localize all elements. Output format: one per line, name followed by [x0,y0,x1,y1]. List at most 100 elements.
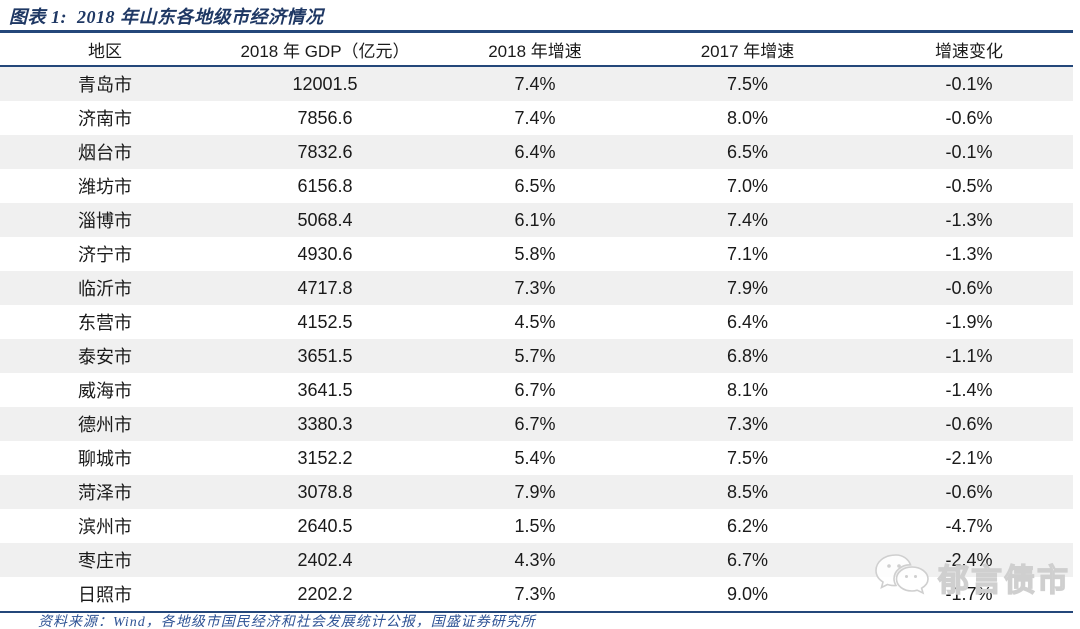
growth-2018-cell: 7.9% [514,481,556,502]
change-cell: -0.6% [945,481,993,502]
growth-2018-cell: 6.4% [514,141,556,162]
growth-2017-cell: 7.1% [726,243,769,264]
gdp-2018-cell: 7832.6 [297,141,353,162]
table-row: 淄博市 5068.4 6.1% 7.4% -1.3% [0,203,1073,237]
column-header-growth-2018: 2018 年增速 [440,31,630,67]
growth-2017-cell: 7.4% [726,209,769,230]
growth-2018-cell: 7.3% [514,583,556,604]
table-row: 威海市 3641.5 6.7% 8.1% -1.4% [0,373,1073,407]
gdp-2018-cell: 3651.5 [297,345,353,366]
figure-label: 图表 1: [9,7,67,27]
table-header-row: 地区 2018 年 GDP（亿元） 2018 年增速 2017 年增速 增速变化 [0,31,1073,67]
growth-2018-cell: 5.7% [514,345,556,366]
figure-title-text: 2018 年山东各地级市经济情况 [77,7,324,27]
region-cell: 烟台市 [78,143,132,163]
table-row: 济宁市 4930.6 5.8% 7.1% -1.3% [0,237,1073,271]
gdp-2018-cell: 4717.8 [297,277,353,298]
growth-2018-cell: 6.7% [514,413,556,434]
growth-2018-cell: 6.7% [514,379,556,400]
table-row: 泰安市 3651.5 5.7% 6.8% -1.1% [0,339,1073,373]
region-cell: 潍坊市 [78,177,132,197]
gdp-2018-cell: 4152.5 [297,311,353,332]
change-cell: -0.1% [945,141,993,162]
region-cell: 泰安市 [78,347,132,367]
gdp-2018-cell: 6156.8 [297,175,353,196]
region-cell: 德州市 [78,415,132,435]
region-cell: 青岛市 [78,75,132,95]
table-row: 青岛市 12001.5 7.4% 7.5% -0.1% [0,66,1073,101]
gdp-2018-cell: 3380.3 [297,413,353,434]
growth-2018-cell: 7.3% [514,277,556,298]
table-body: 青岛市 12001.5 7.4% 7.5% -0.1% 济南市 7856.6 7.4% 8.0%… [0,66,1073,612]
growth-2018-cell: 5.4% [514,447,556,468]
figure-title: 图表 1: 2018 年山东各地级市经济情况 [9,3,324,29]
table-row: 聊城市 3152.2 5.4% 7.5% -2.1% [0,441,1073,475]
change-cell: -4.7% [945,515,993,536]
growth-2017-cell: 8.0% [726,107,769,128]
region-cell: 济宁市 [78,245,132,265]
change-cell: -0.6% [945,413,993,434]
economy-table: 地区 2018 年 GDP（亿元） 2018 年增速 2017 年增速 增速变化… [0,30,1073,613]
region-cell: 威海市 [78,381,132,401]
region-cell: 东营市 [78,313,132,333]
gdp-2018-cell: 2640.5 [297,515,353,536]
region-cell: 淄博市 [78,211,132,231]
growth-2017-cell: 7.5% [726,447,769,468]
growth-2017-cell: 8.1% [726,379,769,400]
growth-2017-cell: 9.0% [726,583,769,604]
column-header-region: 地区 [0,31,210,67]
gdp-2018-cell: 3152.2 [297,447,353,468]
growth-2018-cell: 4.5% [514,311,556,332]
growth-2017-cell: 6.4% [726,311,769,332]
table-row: 枣庄市 2402.4 4.3% 6.7% -2.4% [0,543,1073,577]
table-row: 德州市 3380.3 6.7% 7.3% -0.6% [0,407,1073,441]
table-row: 菏泽市 3078.8 7.9% 8.5% -0.6% [0,475,1073,509]
growth-2017-cell: 6.7% [726,549,769,570]
growth-2018-cell: 4.3% [514,549,556,570]
table-header: 地区 2018 年 GDP（亿元） 2018 年增速 2017 年增速 增速变化 [0,31,1073,67]
growth-2017-cell: 7.3% [726,413,769,434]
column-header-growth-2017: 2017 年增速 [630,31,865,67]
change-cell: -1.1% [945,345,993,366]
growth-2017-cell: 7.9% [726,277,769,298]
region-cell: 临沂市 [78,279,132,299]
gdp-2018-cell: 12001.5 [292,73,358,94]
table-row: 东营市 4152.5 4.5% 6.4% -1.9% [0,305,1073,339]
change-cell: -0.6% [945,107,993,128]
gdp-2018-cell: 4930.6 [297,243,353,264]
source-line: 资料来源：Wind，各地级市国民经济和社会发展统计公报，国盛证券研究所 [38,615,536,629]
change-cell: -2.1% [945,447,993,468]
region-cell: 聊城市 [78,449,132,469]
growth-2017-cell: 7.5% [726,73,769,94]
growth-2018-cell: 5.8% [514,243,556,264]
change-cell: -1.3% [945,243,993,264]
gdp-2018-cell: 2402.4 [297,549,353,570]
growth-2017-cell: 8.5% [726,481,769,502]
gdp-2018-cell: 7856.6 [297,107,353,128]
growth-2017-cell: 6.2% [726,515,769,536]
gdp-2018-cell: 5068.4 [297,209,353,230]
table-row: 滨州市 2640.5 1.5% 6.2% -4.7% [0,509,1073,543]
region-cell: 枣庄市 [78,551,132,571]
column-header-gdp-2018: 2018 年 GDP（亿元） [210,31,440,67]
growth-2018-cell: 6.5% [514,175,556,196]
region-cell: 菏泽市 [78,483,132,503]
region-cell: 日照市 [78,585,132,605]
change-cell: -0.1% [945,73,993,94]
growth-2018-cell: 6.1% [514,209,556,230]
gdp-2018-cell: 3078.8 [297,481,353,502]
gdp-2018-cell: 3641.5 [297,379,353,400]
region-cell: 滨州市 [78,517,132,537]
growth-2018-cell: 1.5% [514,515,556,536]
table-row: 潍坊市 6156.8 6.5% 7.0% -0.5% [0,169,1073,203]
growth-2017-cell: 7.0% [726,175,769,196]
change-cell: -1.9% [945,311,993,332]
table-row: 临沂市 4717.8 7.3% 7.9% -0.6% [0,271,1073,305]
change-cell: -0.6% [945,277,993,298]
change-cell: -2.4% [945,549,993,570]
table-row: 济南市 7856.6 7.4% 8.0% -0.6% [0,101,1073,135]
gdp-2018-cell: 2202.2 [297,583,353,604]
region-cell: 济南市 [78,109,132,129]
change-cell: -1.7% [945,583,993,604]
growth-2017-cell: 6.8% [726,345,769,366]
